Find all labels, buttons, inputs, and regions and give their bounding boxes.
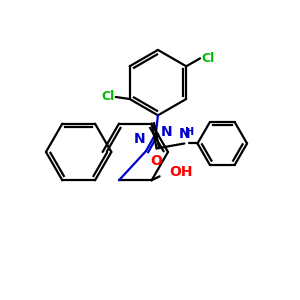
Text: N: N (178, 127, 190, 140)
Text: H: H (185, 127, 195, 136)
Text: OH: OH (169, 165, 193, 179)
Text: N: N (134, 132, 145, 146)
Text: Cl: Cl (101, 91, 115, 103)
Text: Cl: Cl (201, 52, 214, 65)
Text: O: O (151, 154, 163, 168)
Text: N: N (161, 125, 172, 139)
